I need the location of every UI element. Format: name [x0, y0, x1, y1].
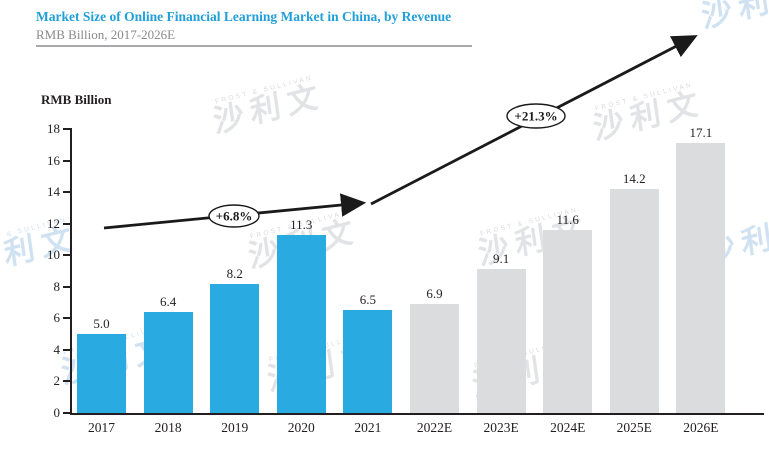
y-tick-8	[63, 285, 70, 288]
x-label-2018: 2018	[154, 420, 182, 435]
bar-value-2024E: 11.6	[556, 211, 579, 227]
y-tick-label-4: 4	[53, 341, 61, 357]
bar-2024E	[543, 229, 593, 413]
bar-2026E	[676, 143, 726, 413]
cagr-bubble-forecast	[506, 103, 566, 129]
bar-2023E	[476, 269, 526, 413]
watermark: 沙利文	[699, 0, 769, 35]
y-tick-18	[63, 128, 70, 130]
cagr-label-forecast: +21.3%	[514, 109, 557, 124]
x-label-2024E: 2024E	[550, 420, 586, 435]
y-tick-2	[63, 380, 70, 383]
x-label-2025E: 2025E	[616, 420, 652, 435]
bar-value-2017: 5.0	[93, 316, 110, 332]
y-tick-label-16: 16	[47, 152, 60, 168]
y-axis	[70, 128, 72, 415]
y-tick-label-2: 2	[53, 373, 61, 389]
cagr-label-historical: +6.8%	[216, 209, 253, 224]
y-tick-label-10: 10	[47, 247, 60, 263]
x-label-2022E: 2022E	[416, 420, 453, 435]
bar-2025E	[609, 188, 659, 413]
bar-2020	[276, 234, 326, 413]
y-tick-6	[63, 317, 70, 320]
header-divider	[36, 45, 472, 47]
y-tick-16	[63, 159, 70, 162]
x-label-2023E: 2023E	[483, 420, 519, 435]
x-label-2021: 2021	[354, 420, 382, 435]
page-subtitle: RMB Billion, 2017-2026E	[36, 27, 176, 42]
x-label-2019: 2019	[221, 420, 249, 435]
bar-2021	[343, 310, 393, 413]
x-axis	[70, 413, 764, 415]
bar-value-2021: 6.5	[359, 292, 377, 308]
bar-2019	[210, 283, 260, 413]
y-tick-label-14: 14	[47, 184, 60, 200]
y-axis-unit-label: RMB Billion	[41, 92, 112, 107]
bar-value-2026E: 17.1	[689, 125, 713, 141]
y-tick-label-18: 18	[47, 121, 60, 136]
bar-2022E	[410, 304, 459, 413]
bar-value-2019: 8.2	[226, 265, 243, 281]
y-tick-4	[63, 348, 70, 351]
watermark-arc-text: FROST & SULLIVAN	[214, 74, 315, 106]
y-tick-label-6: 6	[53, 310, 61, 326]
watermark-chars: 沙利文	[211, 77, 327, 140]
x-label-2017: 2017	[88, 420, 115, 435]
y-tick-0	[63, 412, 70, 414]
cagr-bubble-historical	[208, 204, 260, 228]
bar-value-2022E: 6.9	[426, 286, 443, 302]
bar-value-2020: 11.3	[290, 216, 313, 232]
y-tick-label-0: 0	[53, 405, 61, 420]
y-tick-12	[63, 222, 70, 225]
page-title: Market Size of Online Financial Learning…	[36, 9, 452, 24]
bar-value-2023E: 9.1	[492, 251, 510, 267]
y-tick-10	[63, 254, 70, 257]
watermark: FROST & SULLIVAN 沙利文	[208, 73, 328, 140]
y-tick-label-12: 12	[47, 215, 60, 231]
x-label-2020: 2020	[287, 420, 315, 435]
x-label-2026E: 2026E	[683, 420, 719, 435]
bar-2018	[143, 312, 193, 413]
y-tick-14	[63, 191, 70, 194]
y-tick-label-8: 8	[53, 278, 61, 294]
bar-2017	[77, 334, 126, 413]
bar-value-2018: 6.4	[159, 294, 177, 310]
bar-value-2025E: 14.2	[622, 170, 646, 186]
